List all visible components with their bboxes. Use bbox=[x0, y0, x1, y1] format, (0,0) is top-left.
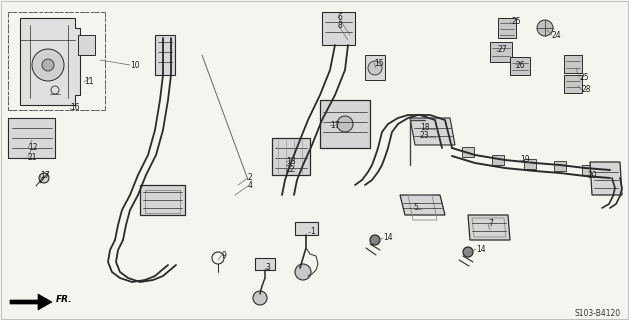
Circle shape bbox=[368, 61, 382, 75]
Text: 18: 18 bbox=[420, 124, 430, 132]
Circle shape bbox=[537, 20, 553, 36]
Polygon shape bbox=[320, 100, 370, 148]
Polygon shape bbox=[462, 147, 474, 157]
Polygon shape bbox=[272, 138, 310, 175]
Text: 17: 17 bbox=[330, 121, 340, 130]
Polygon shape bbox=[490, 42, 512, 62]
Text: 3: 3 bbox=[265, 263, 270, 273]
Polygon shape bbox=[78, 35, 95, 55]
Polygon shape bbox=[10, 294, 52, 310]
Polygon shape bbox=[590, 162, 622, 195]
Polygon shape bbox=[468, 215, 510, 240]
Text: 25: 25 bbox=[579, 73, 589, 82]
Text: FR.: FR. bbox=[56, 295, 72, 305]
Text: 1: 1 bbox=[310, 228, 314, 236]
Polygon shape bbox=[564, 75, 582, 93]
Text: S103-B4120: S103-B4120 bbox=[575, 308, 621, 317]
Text: 13: 13 bbox=[286, 157, 296, 166]
Text: 17: 17 bbox=[40, 171, 50, 180]
Text: 19: 19 bbox=[520, 156, 530, 164]
Text: 4: 4 bbox=[248, 181, 253, 190]
Text: 28: 28 bbox=[582, 85, 591, 94]
Polygon shape bbox=[155, 35, 175, 75]
Text: 2: 2 bbox=[248, 173, 253, 182]
Polygon shape bbox=[322, 12, 355, 45]
Text: 6: 6 bbox=[338, 12, 343, 21]
Polygon shape bbox=[255, 258, 275, 270]
Polygon shape bbox=[564, 55, 582, 73]
Text: 23: 23 bbox=[420, 132, 430, 140]
Circle shape bbox=[370, 235, 380, 245]
Polygon shape bbox=[400, 195, 445, 215]
Text: 25: 25 bbox=[511, 18, 521, 27]
Text: 14: 14 bbox=[476, 244, 486, 253]
Text: 5: 5 bbox=[413, 204, 418, 212]
Text: 10: 10 bbox=[130, 60, 140, 69]
Text: 9: 9 bbox=[222, 251, 227, 260]
Polygon shape bbox=[554, 161, 566, 171]
Polygon shape bbox=[295, 222, 318, 235]
Text: 11: 11 bbox=[84, 77, 94, 86]
Polygon shape bbox=[410, 118, 455, 145]
Text: 24: 24 bbox=[552, 30, 562, 39]
Text: 16: 16 bbox=[70, 103, 80, 113]
Polygon shape bbox=[140, 185, 185, 215]
Polygon shape bbox=[524, 159, 536, 169]
Text: 26: 26 bbox=[516, 60, 526, 69]
Polygon shape bbox=[20, 18, 80, 105]
Bar bbox=[8, 12, 105, 110]
Polygon shape bbox=[510, 57, 530, 75]
Circle shape bbox=[253, 291, 267, 305]
Text: 22: 22 bbox=[286, 165, 296, 174]
Polygon shape bbox=[582, 165, 594, 175]
Polygon shape bbox=[498, 18, 516, 38]
Circle shape bbox=[337, 116, 353, 132]
Circle shape bbox=[32, 49, 64, 81]
Text: 15: 15 bbox=[374, 59, 384, 68]
Text: 21: 21 bbox=[28, 153, 38, 162]
Polygon shape bbox=[8, 118, 55, 158]
Circle shape bbox=[39, 173, 49, 183]
Circle shape bbox=[295, 264, 311, 280]
Text: 8: 8 bbox=[338, 20, 343, 29]
Circle shape bbox=[42, 59, 54, 71]
Text: 7: 7 bbox=[488, 220, 493, 228]
Text: 20: 20 bbox=[588, 171, 598, 180]
Circle shape bbox=[463, 247, 473, 257]
Text: 12: 12 bbox=[28, 143, 38, 153]
Polygon shape bbox=[365, 55, 385, 80]
Text: 14: 14 bbox=[383, 234, 392, 243]
Text: 27: 27 bbox=[497, 45, 506, 54]
Polygon shape bbox=[492, 155, 504, 165]
